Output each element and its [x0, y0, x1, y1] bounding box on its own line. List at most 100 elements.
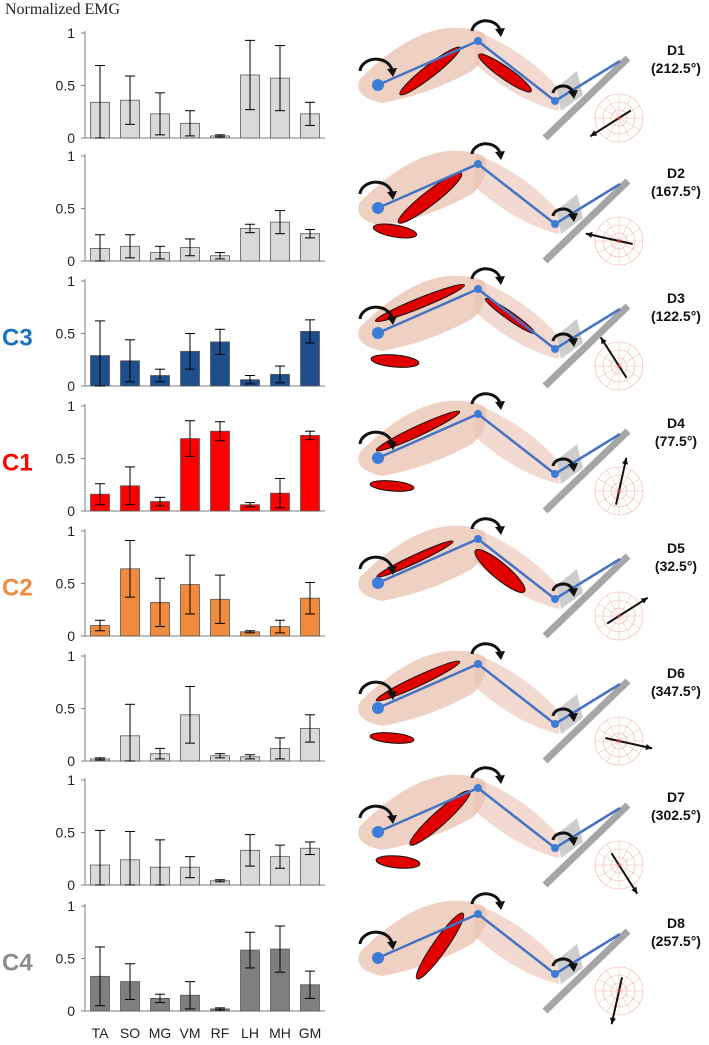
torque-arrow-head: [495, 775, 505, 784]
foot-support: [542, 178, 631, 264]
error-bar-lh: [245, 754, 255, 760]
polar-spoke: [618, 470, 632, 492]
error-bar-mg: [155, 245, 165, 260]
polar-spoke: [618, 740, 632, 762]
torque-arrow: [358, 930, 394, 947]
polar-center: [617, 239, 621, 243]
torque-arrow-head: [495, 651, 505, 660]
error-bar-lh: [245, 223, 255, 234]
direction-arrow: [585, 232, 633, 246]
polar-spoke: [618, 240, 640, 254]
limb-link: [377, 162, 621, 226]
y-tick-label: 1: [67, 398, 75, 414]
direction-label: D7: [667, 789, 685, 805]
polar-center: [617, 989, 621, 993]
polar-spoke: [598, 105, 620, 119]
hip-joint: [372, 702, 384, 714]
polar-direction-plot: [594, 336, 644, 391]
y-tick-label: 0.5: [56, 78, 76, 94]
y-tick-label: 1: [67, 25, 75, 41]
polar-direction-plot: [585, 216, 644, 266]
polar-spoke: [618, 228, 640, 242]
direction-arrow-head: [590, 130, 598, 137]
polar-spoke: [598, 740, 620, 754]
error-bar-lh: [245, 375, 255, 385]
error-bar-lh: [245, 502, 255, 508]
direction-arrow: [589, 109, 632, 138]
limb-link: [377, 39, 621, 103]
polar-direction-plot: [594, 591, 649, 641]
bar-lh: [240, 228, 260, 262]
torque-arrow-head: [495, 526, 505, 535]
foot-support: [542, 928, 631, 1014]
torque-arrow-head: [495, 901, 505, 910]
panel-d1: 0 0.5 1 D1 (212.5°): [56, 19, 701, 146]
error-bar-lh: [245, 630, 255, 634]
error-bar-so: [125, 539, 135, 598]
y-tick-label: 0: [67, 1003, 75, 1019]
x-axis-category-labels: TA SO MG VM RF LH MH GM: [92, 1025, 322, 1041]
torque-arrow-head: [495, 28, 505, 37]
muscle-shape: [375, 410, 461, 452]
torque-arrow-head: [387, 815, 397, 824]
error-bar-ta: [95, 829, 105, 886]
polar-spoke: [618, 117, 640, 131]
error-bar-mg: [155, 839, 165, 886]
polar-spoke: [598, 603, 620, 617]
error-bar-mh: [275, 45, 285, 112]
limb-link: [377, 537, 621, 601]
y-tick-label: 0.5: [56, 576, 76, 592]
polar-spoke: [618, 615, 632, 637]
direction-angle-label: (257.5°): [651, 933, 701, 949]
x-tick-label-ta: TA: [92, 1025, 110, 1041]
error-bar-so: [125, 466, 135, 506]
direction-arrow-head: [622, 457, 628, 465]
error-bar-mg: [155, 368, 165, 383]
ankle-joint: [551, 470, 559, 478]
polar-spoke: [606, 970, 620, 992]
limb-illustration: [358, 642, 631, 764]
y-tick-label: 0.5: [56, 951, 76, 967]
limb-illustration: [358, 517, 631, 639]
error-bar-gm: [305, 581, 315, 615]
error-bar-ta: [95, 65, 105, 139]
torque-arrow-head: [568, 338, 578, 347]
torque-arrow: [358, 680, 394, 697]
error-bar-vm: [185, 238, 195, 257]
x-tick-label-mh: MH: [269, 1025, 291, 1041]
muscle-shape: [478, 53, 532, 93]
error-bar-mh: [275, 619, 285, 634]
direction-arrow-head: [631, 886, 638, 894]
foot-support: [542, 303, 631, 389]
cluster-label-c3: C3: [2, 325, 33, 352]
knee-joint: [474, 784, 482, 792]
cluster-label-c1: C1: [2, 450, 33, 477]
polar-center: [617, 614, 621, 618]
polar-spoke: [606, 490, 620, 512]
panel-d7: 0 0.5 1 D7 (302.5°): [56, 766, 701, 895]
panel-d3: 0 0.5 1 C3 D3 (122.5°): [2, 267, 701, 394]
torque-arrow-head: [568, 963, 578, 972]
polar-spoke: [618, 117, 632, 139]
foot-support: [542, 55, 631, 141]
direction-arrow: [610, 852, 639, 895]
muscle-shape: [474, 549, 526, 593]
ankle-joint: [551, 844, 559, 852]
torque-arrow-head: [387, 316, 397, 325]
foot-support: [542, 678, 631, 764]
hip-joint: [372, 202, 384, 214]
error-bar-rf: [215, 134, 225, 138]
direction-angle-label: (167.5°): [651, 183, 701, 199]
polar-spoke: [618, 490, 632, 512]
polar-spoke: [618, 740, 640, 754]
y-tick-label: 0: [67, 130, 75, 146]
limb-illustration: [358, 766, 631, 888]
direction-label: D4: [667, 415, 685, 431]
error-bar-so: [125, 339, 135, 383]
torque-arrow-head: [387, 566, 397, 575]
polar-spoke: [606, 864, 620, 886]
ankle-joint: [551, 345, 559, 353]
polar-spoke: [598, 978, 620, 992]
error-bar-mh: [275, 844, 285, 869]
torque-arrow-head: [387, 191, 397, 200]
